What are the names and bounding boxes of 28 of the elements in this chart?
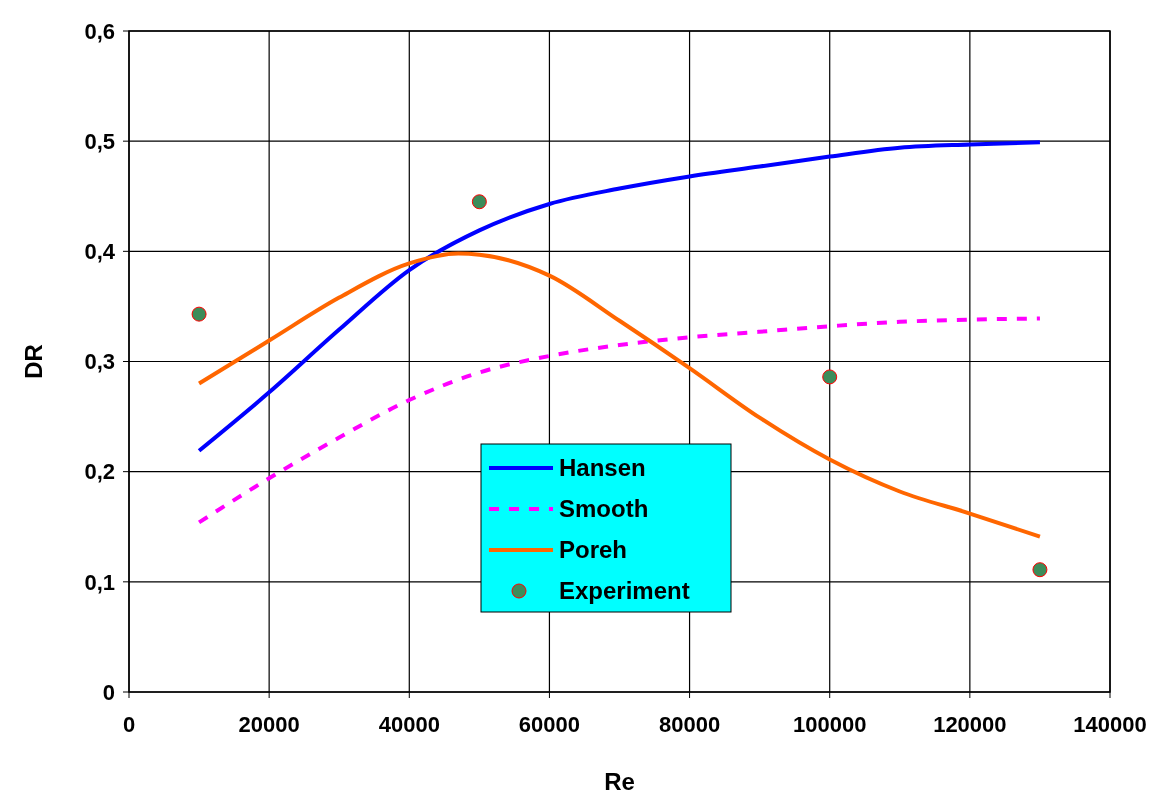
y-axis-title: DR [20, 344, 47, 379]
x-tick-label: 80000 [658, 712, 721, 737]
point [1032, 562, 1048, 578]
y-tick-label: 0,2 [84, 459, 115, 485]
y-tick-label: 0,1 [84, 569, 115, 595]
x-tick-label: 20000 [238, 712, 300, 737]
x-tick-label: 120000 [933, 712, 1007, 737]
x-tick-label: 60000 [518, 712, 581, 737]
point [191, 306, 207, 322]
legend-label: Experiment [559, 577, 690, 605]
y-tick-label: 0,5 [84, 128, 115, 154]
y-tick-label: 0,3 [84, 349, 115, 375]
line-series [197, 251, 1042, 539]
x-tick-label: 0 [122, 712, 136, 737]
legend-label: Hansen [559, 454, 646, 482]
legend-label: Poreh [559, 536, 628, 564]
point [471, 194, 487, 210]
legend-label: Smooth [559, 495, 649, 523]
y-tick-label: 0 [102, 679, 115, 705]
point [822, 369, 838, 385]
y-tick-label: 0,6 [84, 18, 115, 44]
line-series [197, 316, 1042, 525]
x-axis-title: Re [604, 768, 635, 792]
line-series [197, 140, 1042, 453]
y-tick-label: 0,4 [84, 239, 116, 265]
x-tick-label: 100000 [793, 712, 867, 737]
x-tick-label: 40000 [378, 712, 440, 737]
x-tick-label: 140000 [1073, 712, 1147, 737]
